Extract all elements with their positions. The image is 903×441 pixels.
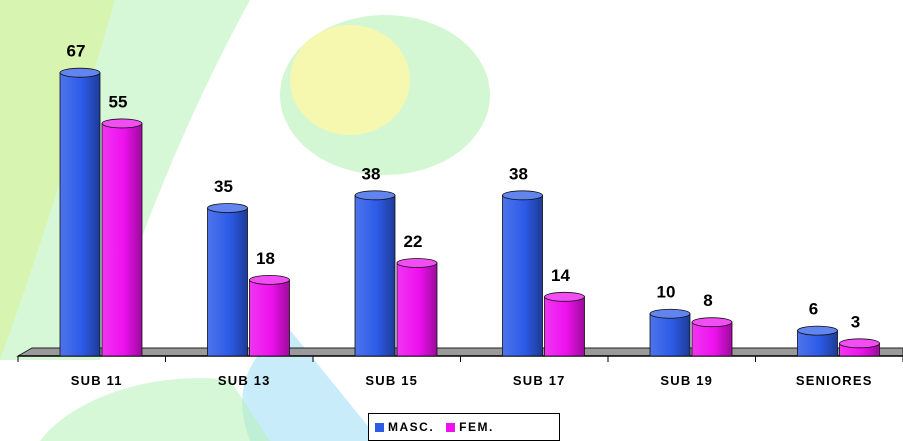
bar-cap-masc-5 [797,325,838,336]
legend-swatch-masc [375,422,384,432]
data-label-masc-0: 67 [67,42,86,61]
bar-masc-1 [207,207,248,357]
x-tick-label-1: SUB 13 [218,373,271,388]
bar-cap-fem-2 [396,258,438,268]
data-label-fem-2: 22 [404,232,423,251]
legend-item-fem: FEM. [446,420,494,434]
data-label-fem-4: 8 [703,291,712,310]
bar-fem-4 [691,321,733,357]
bar-cap-masc-1 [207,203,248,213]
bar-cap-fem-4 [691,317,733,328]
bar-masc-0 [59,72,101,357]
bar-cap-masc-0 [59,67,101,78]
data-label-masc-4: 10 [657,283,676,302]
bar-masc-4 [649,313,691,357]
bg-green-bottom-shape [40,378,270,441]
chart-floor [16,347,903,357]
bar-cap-fem-0 [101,118,143,129]
data-label-masc-2: 38 [362,164,381,183]
data-label-fem-3: 14 [551,266,570,285]
data-label-masc-1: 35 [214,177,233,196]
data-label-fem-1: 18 [256,249,275,268]
data-label-masc-5: 6 [809,300,818,319]
legend-label-masc: MASC. [388,420,435,434]
bar-cap-fem-1 [249,274,290,285]
bar-cap-fem-3 [544,291,585,302]
bar-fem-1 [249,279,290,357]
x-tick-label-3: SUB 17 [513,373,566,388]
data-label-fem-0: 55 [109,92,128,111]
bg-yellow-circle [290,25,410,135]
x-tick-label-2: SUB 15 [365,373,418,388]
bar-masc-2 [354,194,396,357]
bar-fem-2 [396,262,438,357]
legend-item-masc: MASC. [375,420,434,434]
x-tick-label-0: SUB 11 [71,373,123,388]
data-label-masc-3: 38 [509,164,528,183]
legend-label-fem: FEM. [459,420,494,434]
bar-cap-fem-5 [839,338,880,349]
bar-cap-masc-2 [354,190,396,201]
bg-blue-shape [242,330,380,441]
bar-fem-3 [544,296,585,357]
x-tick-label-5: SENIORES [796,373,873,388]
bar-masc-3 [502,194,543,357]
bar-fem-0 [101,123,143,357]
legend-swatch-fem [446,422,456,432]
data-label-fem-5: 3 [851,312,860,331]
bar-cap-masc-3 [502,190,543,201]
legend: MASC. FEM. [368,413,560,441]
bar-cap-masc-4 [649,308,691,319]
x-tick-label-4: SUB 19 [660,373,713,388]
